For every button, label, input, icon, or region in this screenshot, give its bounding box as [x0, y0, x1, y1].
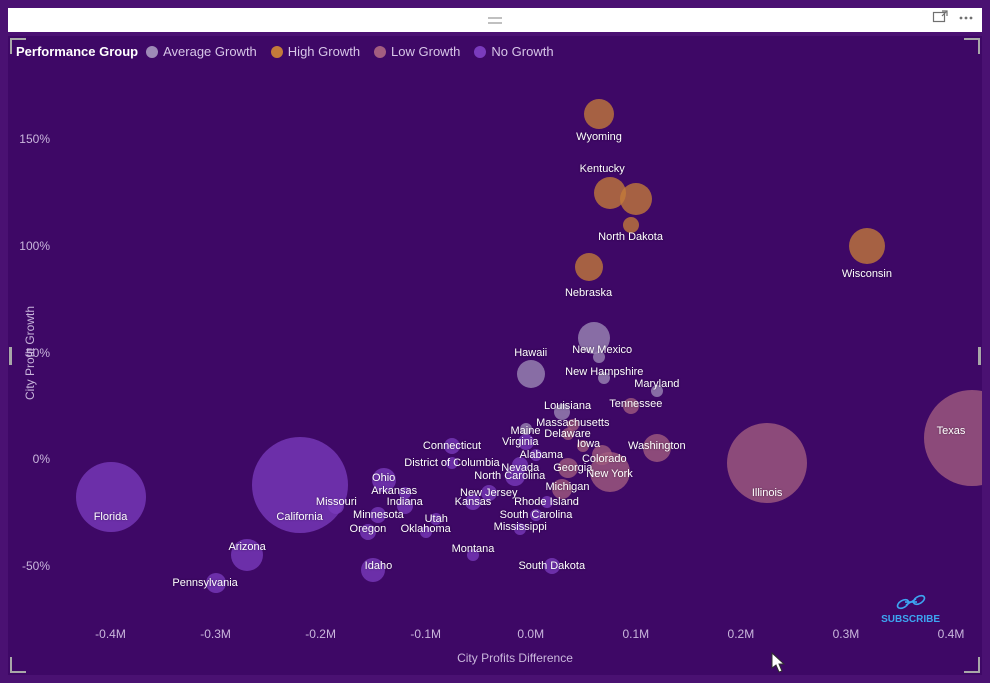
data-bubble[interactable]	[328, 498, 344, 514]
legend-swatch	[146, 46, 158, 58]
data-bubble[interactable]	[643, 434, 671, 462]
data-bubble[interactable]	[620, 183, 652, 215]
data-bubble[interactable]	[444, 438, 460, 454]
data-label: Wyoming	[576, 131, 622, 143]
legend-label: Average Growth	[163, 44, 257, 59]
data-bubble[interactable]	[481, 485, 497, 501]
selection-corner-tr[interactable]	[964, 38, 980, 54]
y-tick-label: 50%	[12, 346, 50, 360]
y-tick-label: -50%	[12, 559, 50, 573]
data-bubble[interactable]	[420, 526, 432, 538]
legend-swatch	[271, 46, 283, 58]
data-bubble[interactable]	[578, 322, 610, 354]
focus-mode-icon[interactable]	[932, 10, 948, 31]
chart-canvas[interactable]: Performance Group Average Growth High Gro…	[8, 36, 982, 675]
data-bubble[interactable]	[849, 228, 885, 264]
data-bubble[interactable]	[465, 494, 481, 510]
data-bubble[interactable]	[231, 539, 263, 571]
data-bubble[interactable]	[530, 509, 542, 521]
data-bubble[interactable]	[372, 468, 396, 492]
x-tick-label: -0.4M	[95, 627, 126, 641]
x-tick-label: 0.0M	[517, 627, 544, 641]
visual-header[interactable]	[8, 8, 982, 32]
data-bubble[interactable]	[623, 398, 639, 414]
legend-swatch	[474, 46, 486, 58]
x-tick-label: -0.1M	[410, 627, 441, 641]
x-axis-label: City Profits Difference	[457, 651, 573, 665]
data-bubble[interactable]	[512, 457, 528, 473]
data-label: Kentucky	[580, 163, 625, 175]
data-bubble[interactable]	[252, 437, 348, 533]
scatter-plot[interactable]: City Profit Growth City Profits Differen…	[58, 86, 972, 619]
y-tick-label: 150%	[12, 132, 50, 146]
x-tick-label: 0.4M	[938, 627, 965, 641]
data-label: Hawaii	[514, 347, 547, 359]
data-bubble[interactable]	[577, 440, 589, 452]
data-bubble[interactable]	[552, 479, 572, 499]
data-bubble[interactable]	[206, 573, 226, 593]
selection-corner-bl[interactable]	[10, 657, 26, 673]
data-bubble[interactable]	[544, 558, 560, 574]
data-label: Wisconsin	[842, 268, 892, 280]
y-tick-label: 0%	[12, 452, 50, 466]
y-tick-label: 100%	[12, 239, 50, 253]
x-tick-label: 0.2M	[728, 627, 755, 641]
data-label: Nebraska	[565, 287, 612, 299]
legend[interactable]: Performance Group Average Growth High Gro…	[16, 44, 554, 59]
legend-item[interactable]: High Growth	[271, 44, 360, 59]
more-options-icon[interactable]	[958, 10, 974, 31]
x-tick-label: -0.2M	[305, 627, 336, 641]
data-bubble[interactable]	[592, 445, 612, 465]
data-bubble[interactable]	[924, 390, 982, 486]
data-bubble[interactable]	[514, 523, 526, 535]
data-bubble[interactable]	[598, 372, 610, 384]
x-tick-label: 0.3M	[833, 627, 860, 641]
data-bubble[interactable]	[651, 385, 663, 397]
data-bubble[interactable]	[558, 458, 578, 478]
data-bubble[interactable]	[370, 507, 386, 523]
selection-handle-right[interactable]	[978, 347, 981, 365]
data-bubble[interactable]	[541, 496, 553, 508]
legend-item[interactable]: Low Growth	[374, 44, 460, 59]
data-bubble[interactable]	[623, 217, 639, 233]
data-bubble[interactable]	[467, 549, 479, 561]
data-bubble[interactable]	[727, 423, 807, 503]
data-bubble[interactable]	[360, 524, 376, 540]
data-bubble[interactable]	[530, 449, 542, 461]
data-bubble[interactable]	[554, 404, 570, 420]
selection-corner-br[interactable]	[964, 657, 980, 673]
legend-item[interactable]: No Growth	[474, 44, 553, 59]
data-bubble[interactable]	[575, 253, 603, 281]
data-bubble[interactable]	[567, 419, 579, 431]
legend-swatch	[374, 46, 386, 58]
drag-grip-icon	[488, 17, 502, 24]
data-bubble[interactable]	[430, 513, 442, 525]
data-bubble[interactable]	[399, 487, 411, 499]
data-bubble[interactable]	[520, 423, 532, 435]
app-frame: Performance Group Average Growth High Gro…	[0, 0, 990, 683]
legend-title: Performance Group	[16, 44, 138, 59]
data-bubble[interactable]	[397, 498, 413, 514]
x-tick-label: 0.1M	[622, 627, 649, 641]
data-bubble[interactable]	[76, 462, 146, 532]
legend-item[interactable]: Average Growth	[146, 44, 257, 59]
data-label: North Dakota	[598, 231, 663, 243]
legend-label: No Growth	[491, 44, 553, 59]
data-bubble[interactable]	[518, 434, 534, 450]
x-tick-label: -0.3M	[200, 627, 231, 641]
legend-label: Low Growth	[391, 44, 460, 59]
data-bubble[interactable]	[593, 351, 605, 363]
legend-label: High Growth	[288, 44, 360, 59]
data-bubble[interactable]	[361, 558, 385, 582]
data-bubble[interactable]	[517, 360, 545, 388]
data-bubble[interactable]	[446, 457, 458, 469]
data-bubble[interactable]	[584, 99, 614, 129]
